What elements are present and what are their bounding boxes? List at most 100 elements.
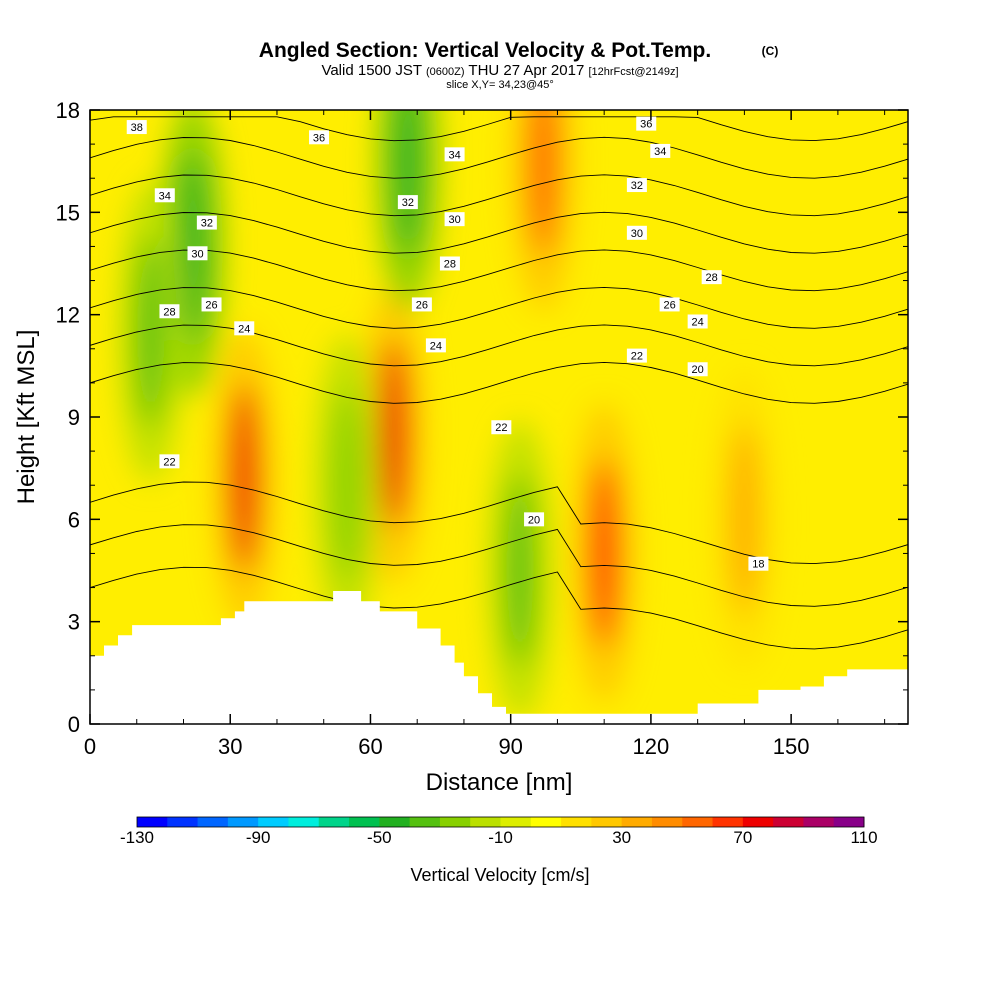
velocity-core [230, 383, 259, 574]
velocity-core [529, 110, 558, 257]
colorbar-swatch [349, 817, 380, 827]
theta-label: 34 [654, 146, 666, 158]
theta-label: 22 [163, 456, 175, 468]
subtitle-valid: Valid 1500 JST [321, 62, 421, 79]
colorbar-swatch [561, 817, 592, 827]
theta-contour [90, 324, 908, 367]
terrain-mask [90, 591, 908, 724]
colorbar-swatch [258, 817, 289, 827]
y-tick-label: 12 [56, 303, 80, 328]
theta-label-box [626, 225, 647, 240]
theta-contour [90, 566, 908, 650]
colorbar-swatch [288, 817, 320, 827]
theta-label: 30 [631, 228, 643, 240]
theta-label-box [444, 212, 465, 227]
theta-label-box [626, 178, 647, 193]
theta-label-box [636, 116, 657, 131]
theta-label-box [159, 304, 180, 319]
theta-label-box [659, 297, 680, 312]
theta-contour [90, 286, 908, 329]
theta-contour [90, 211, 908, 254]
theta-label: 36 [640, 119, 652, 131]
colorbar-swatch [470, 817, 501, 827]
theta-label-box [650, 143, 671, 158]
subtitle-forecast: [12hrFcst@2149z] [588, 66, 678, 78]
velocity-core [730, 424, 759, 615]
colorbar-tick-label: -10 [488, 828, 513, 847]
y-tick-label: 3 [68, 610, 80, 635]
theta-label: 32 [201, 218, 213, 230]
theta-label: 28 [706, 272, 718, 284]
x-tick-label: 0 [84, 734, 96, 759]
y-tick-label: 9 [68, 405, 80, 430]
subtitle-utc: (0600Z) [426, 66, 465, 78]
theta-label-box [491, 420, 512, 435]
colorbar-swatch [137, 817, 168, 827]
colorbar-swatch [742, 817, 774, 827]
x-tick-label: 150 [773, 734, 810, 759]
theta-label: 38 [131, 122, 143, 134]
subtitle-date: THU 27 Apr 2017 [468, 62, 584, 79]
colorbar-swatch [833, 817, 865, 827]
theta-label: 32 [631, 180, 643, 192]
chart-subtitle: Valid 1500 JST (0600Z) THU 27 Apr 2017 [… [321, 62, 678, 79]
theta-label-box [126, 120, 147, 135]
theta-label-box [154, 188, 175, 203]
theta-label-box [687, 314, 708, 329]
theta-label-box [397, 195, 418, 210]
colorbar-swatch [409, 817, 441, 827]
theta-label-box [626, 348, 647, 363]
colorbar-tick-label: -50 [367, 828, 392, 847]
theta-contour [90, 524, 908, 607]
x-tick-label: 90 [498, 734, 522, 759]
colorbar-swatch [682, 817, 714, 827]
colorbar: -130 -90 -50 -10 30 70 110 [120, 816, 878, 847]
colorbar-swatch [591, 817, 623, 827]
colorbar-swatch [318, 817, 350, 827]
colorbar-swatch [803, 817, 835, 827]
theta-label-box [687, 362, 708, 377]
theta-label-box [748, 556, 769, 571]
theta-label: 30 [448, 214, 460, 226]
theta-label: 30 [191, 248, 203, 260]
y-tick-label: 15 [56, 200, 80, 225]
x-axis: 0 30 60 90 120 150 [84, 110, 886, 759]
theta-contour [90, 116, 908, 142]
x-tick-label: 60 [358, 734, 382, 759]
theta-label-box [187, 246, 208, 261]
theta-label-box [425, 338, 446, 353]
theta-label: 20 [692, 364, 704, 376]
colorbar-swatch [379, 817, 411, 827]
theta-label: 28 [163, 306, 175, 318]
velocity-core [333, 390, 362, 581]
y-tick-label: 0 [68, 712, 80, 737]
colorbar-swatch [439, 817, 471, 827]
y-tick-label: 18 [56, 98, 80, 123]
chart-title: Angled Section: Vertical Velocity & Pot.… [259, 39, 711, 62]
theta-label-box [439, 256, 460, 271]
colorbar-tick-label: -130 [120, 828, 154, 847]
theta-label: 36 [313, 132, 325, 144]
y-axis-label: Height [Kft MSL] [13, 330, 40, 505]
theta-label: 34 [448, 149, 460, 161]
theta-label-box [701, 270, 722, 285]
theta-label: 22 [495, 422, 507, 434]
colorbar-swatch [197, 817, 229, 827]
y-tick-label: 6 [68, 507, 80, 532]
theta-label-box [201, 297, 222, 312]
colorbar-tick-label: 70 [733, 828, 752, 847]
colorbar-tick-label: 30 [612, 828, 631, 847]
theta-label: 24 [692, 316, 704, 328]
colorbar-frame [136, 816, 865, 828]
slice-label: slice X,Y= 34,23@45° [446, 79, 554, 91]
colorbar-swatch [621, 817, 653, 827]
theta-label-box [444, 147, 465, 162]
colorbar-tick-label: 110 [850, 828, 877, 847]
theta-labels: 38 36 36 34 34 34 32 32 32 30 30 30 28 28 28 26 26 26 24 24… [126, 116, 769, 571]
x-axis-label: Distance [nm] [426, 769, 573, 796]
theta-label: 26 [205, 299, 217, 311]
velocity-core [379, 339, 408, 530]
theta-label: 28 [444, 259, 456, 271]
